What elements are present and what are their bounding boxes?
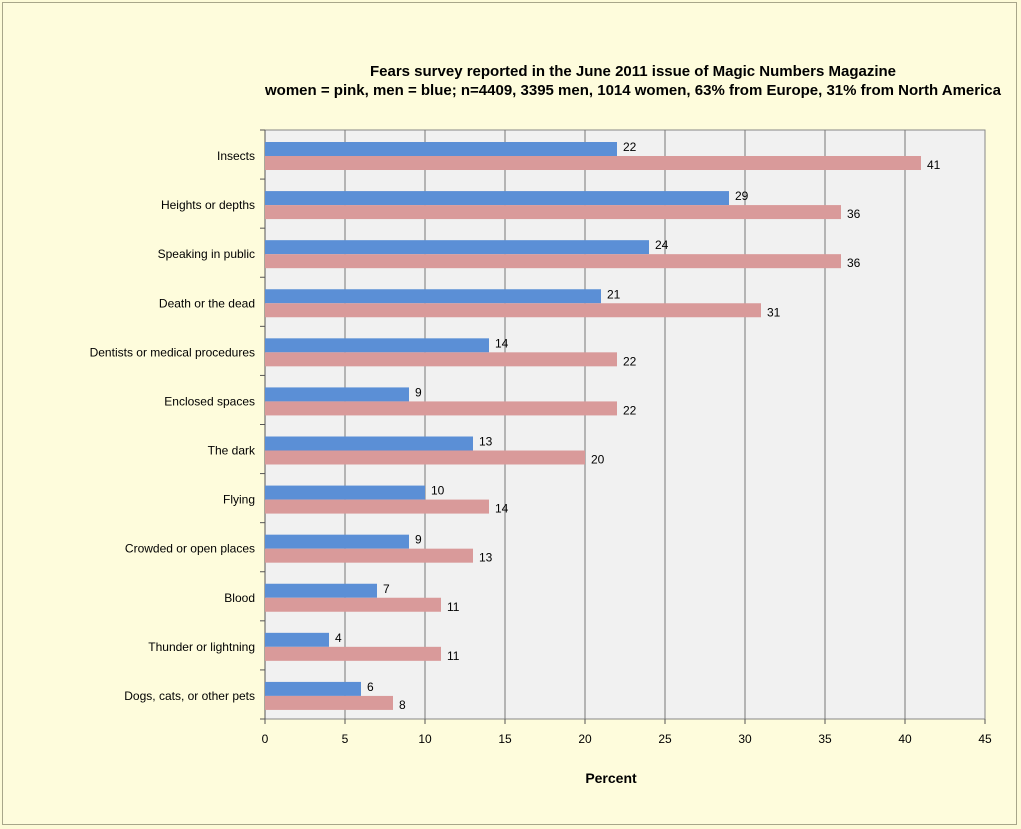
category-label: Thunder or lightning — [148, 640, 255, 654]
data-label: 20 — [591, 453, 605, 467]
data-label: 13 — [479, 435, 493, 449]
data-label: 41 — [927, 158, 941, 172]
category-label: Speaking in public — [158, 247, 255, 261]
data-label: 11 — [447, 600, 460, 614]
bar-pink — [265, 352, 617, 367]
chart-subtitle: women = pink, men = blue; n=4409, 3395 m… — [264, 82, 1002, 99]
data-label: 13 — [479, 551, 493, 565]
bar-pink — [265, 401, 617, 416]
data-label: 11 — [447, 649, 460, 663]
bar-blue — [265, 338, 489, 353]
x-tick-label: 20 — [578, 732, 592, 746]
data-label: 6 — [367, 680, 374, 694]
category-label: Death or the dead — [159, 296, 255, 310]
data-label: 22 — [623, 354, 637, 368]
category-label: Heights or depths — [161, 198, 255, 212]
x-tick-label: 25 — [658, 732, 672, 746]
bar-pink — [265, 156, 921, 170]
data-label: 10 — [431, 484, 445, 498]
data-label: 21 — [607, 287, 621, 301]
x-tick-label: 15 — [498, 732, 512, 746]
bar-blue — [265, 485, 425, 500]
x-tick-label: 40 — [898, 732, 912, 746]
bar-blue — [265, 289, 601, 304]
bar-pink — [265, 695, 393, 710]
plot-area: 0 5 10 15 20 25 30 35 40 45 Insects 22 41 Heights or … — [90, 129, 992, 746]
data-label: 9 — [415, 533, 422, 547]
data-label: 24 — [655, 238, 669, 252]
bar-pink — [265, 205, 841, 220]
bar-blue — [265, 240, 649, 255]
category-label: Insects — [217, 149, 255, 163]
category-label: Enclosed spaces — [164, 394, 255, 408]
data-label: 9 — [415, 385, 422, 399]
x-tick-label: 0 — [262, 732, 269, 746]
x-tick-label: 5 — [342, 732, 349, 746]
bar-pink — [265, 646, 441, 661]
bar-blue — [265, 583, 377, 598]
category-label: Flying — [223, 493, 255, 507]
data-label: 36 — [847, 256, 861, 270]
data-label: 22 — [623, 140, 637, 154]
data-label: 29 — [735, 189, 749, 203]
bar-blue — [265, 142, 617, 156]
bar-pink — [265, 450, 585, 465]
bar-blue — [265, 632, 329, 647]
data-label: 7 — [383, 582, 390, 596]
bar-pink — [265, 499, 489, 514]
x-tick-label: 45 — [978, 732, 992, 746]
x-tick-label: 30 — [738, 732, 752, 746]
data-label: 8 — [399, 698, 406, 712]
chart-title: Fears survey reported in the June 2011 i… — [370, 63, 896, 80]
x-tick-label: 35 — [818, 732, 832, 746]
data-label: 36 — [847, 207, 861, 221]
category-label: Blood — [224, 591, 255, 605]
bar-blue — [265, 534, 409, 549]
bar-pink — [265, 254, 841, 269]
bar-pink — [265, 597, 441, 612]
category-label: Crowded or open places — [125, 542, 255, 556]
data-label: 14 — [495, 502, 509, 516]
data-label: 31 — [767, 305, 781, 319]
bar-pink — [265, 303, 761, 318]
x-axis-label: Percent — [585, 770, 637, 786]
bar-blue — [265, 387, 409, 402]
bar-blue — [265, 681, 361, 696]
bar-blue — [265, 191, 729, 206]
bar-pink — [265, 548, 473, 563]
category-label: Dentists or medical procedures — [90, 345, 255, 359]
x-tick-label: 10 — [418, 732, 432, 746]
category-label: The dark — [208, 444, 256, 458]
data-label: 14 — [495, 336, 509, 350]
category-label: Dogs, cats, or other pets — [124, 689, 255, 703]
bar-blue — [265, 436, 473, 451]
data-label: 22 — [623, 403, 637, 417]
plot-background — [264, 129, 986, 720]
data-label: 4 — [335, 631, 342, 645]
